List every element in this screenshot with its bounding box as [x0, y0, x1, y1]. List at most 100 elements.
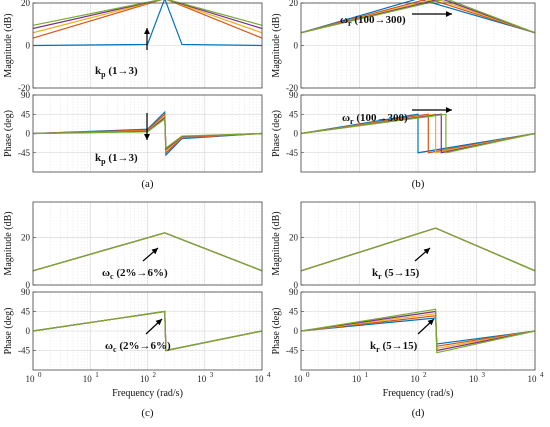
series-line-5 [32, 0, 263, 26]
y-axis-label: Magnitude (dB) [3, 211, 14, 275]
panel-c-magnitude: 20 0 Magnitude (dB) ωc (2%→6%) [3, 201, 263, 290]
y-tick-label: 20 [289, 233, 299, 243]
series-line-1 [300, 0, 536, 34]
annotation: ωc (2%→6%) [102, 247, 168, 281]
plot-frame [32, 2, 263, 89]
series-line-3 [32, 0, 263, 34]
annotation-arrowhead [144, 134, 150, 140]
x-tick-label: 10 [352, 374, 362, 384]
y-tick-label: -45 [286, 148, 298, 158]
x-tick-exponent: 1 [365, 371, 369, 379]
panel-caption: (a) [141, 178, 154, 190]
annotation: ωc (2%→6%) [105, 318, 171, 354]
series-line-5 [300, 308, 536, 354]
x-tick-label: 10 [469, 374, 479, 384]
y-tick-label: -20 [18, 83, 30, 93]
x-tick-label: 10 [83, 374, 93, 384]
y-tick-label: -45 [286, 346, 298, 356]
y-tick-label: 90 [289, 287, 299, 297]
panel-d-magnitude: 20 0 Magnitude (dB) kr (5→15) [271, 201, 536, 290]
y-tick-label: 0 [26, 41, 31, 51]
series-line-5 [32, 232, 263, 272]
annotation: ωr (100→300) [342, 107, 452, 126]
y-tick-label: 45 [289, 109, 299, 119]
series-line-4 [32, 0, 263, 30]
series-line-1 [300, 113, 536, 154]
x-tick-exponent: 3 [482, 371, 486, 379]
y-axis-label: Phase (deg) [271, 110, 282, 157]
plot-frame [32, 291, 263, 371]
panel-a-phase: 90 45 0 -45 Phase (deg) kp (1→3) [3, 90, 263, 173]
panel-a-magnitude: 20 0 -20 Magnitude (dB) kp (1→3) [3, 0, 263, 93]
panel-caption: (d) [412, 407, 425, 419]
x-tick-exponent: 2 [423, 371, 427, 379]
annotation-label: kp (1→3) [95, 65, 138, 79]
y-tick-label: 90 [289, 90, 299, 100]
series-line-5 [300, 227, 536, 272]
y-tick-label: -20 [286, 83, 298, 93]
annotation-arrowhead [446, 107, 452, 113]
annotation-arrowhead [427, 319, 434, 326]
y-tick-label: 20 [21, 0, 31, 8]
x-tick-exponent: 2 [153, 371, 157, 379]
y-axis-label: Phase (deg) [271, 308, 282, 355]
x-tick-label: 10 [26, 374, 36, 384]
series-line-5 [300, 0, 536, 34]
series-line-5 [32, 310, 263, 352]
series-line-2 [32, 0, 263, 39]
annotation: kp (1→3) [95, 113, 150, 166]
y-tick-label: 20 [289, 0, 299, 8]
annotation-arrowhead [423, 248, 430, 255]
x-tick-label: 10 [528, 374, 538, 384]
annotation-arrowhead [151, 248, 158, 255]
annotation: kp (1→3) [95, 28, 150, 79]
y-tick-label: 0 [294, 41, 299, 51]
plot-frame [300, 94, 536, 173]
annotation-label: kp (1→3) [95, 152, 138, 166]
y-tick-label: 90 [21, 287, 31, 297]
panel-b-phase: 90 45 0 -45 Phase (deg) ωr (100→300) [271, 90, 536, 173]
panel-caption: (c) [141, 407, 154, 419]
y-tick-label: -45 [18, 148, 30, 158]
x-tick-exponent: 1 [95, 371, 99, 379]
y-axis-label: Phase (deg) [3, 308, 14, 355]
y-tick-label: 0 [294, 129, 299, 139]
x-tick-exponent: 4 [267, 371, 271, 379]
y-tick-label: 20 [21, 233, 31, 243]
annotation-label: ωr (100→300) [340, 14, 406, 28]
annotation: kr (5→15) [372, 247, 431, 281]
x-tick-exponent: 0 [38, 371, 42, 379]
annotation-arrowhead [155, 319, 162, 326]
y-tick-label: 90 [21, 90, 31, 100]
plot-frame [300, 2, 536, 89]
y-tick-label: 0 [26, 129, 31, 139]
annotation: kr (5→15) [370, 318, 435, 354]
annotation-label: ωc (2%→6%) [102, 267, 168, 281]
x-axis-label: Frequency (rad/s) [383, 388, 454, 399]
annotation-label: ωr (100→300) [342, 112, 408, 126]
x-axis-label: Frequency (rad/s) [112, 388, 183, 399]
y-tick-label: 0 [294, 326, 299, 336]
annotation: ωr (100→300) [340, 11, 452, 28]
x-tick-label: 10 [411, 374, 421, 384]
annotation-arrowhead [144, 28, 150, 34]
annotation-arrowhead [446, 11, 452, 17]
y-axis-label: Phase (deg) [3, 110, 14, 157]
y-tick-label: -45 [18, 346, 30, 356]
series-line-5 [300, 113, 536, 154]
plot-frame [300, 201, 536, 286]
y-tick-label: 45 [21, 109, 31, 119]
annotation-label: kr (5→15) [370, 340, 418, 354]
x-tick-label: 10 [294, 374, 304, 384]
y-axis-label: Magnitude (dB) [3, 13, 14, 77]
plot-frame [300, 291, 536, 371]
annotation-label: ωc (2%→6%) [105, 340, 171, 354]
x-tick-label: 10 [197, 374, 207, 384]
series-line-1 [32, 0, 263, 47]
plot-frame [32, 201, 263, 286]
x-tick-label: 10 [140, 374, 150, 384]
y-tick-label: 0 [26, 280, 31, 290]
y-tick-label: 0 [294, 280, 299, 290]
